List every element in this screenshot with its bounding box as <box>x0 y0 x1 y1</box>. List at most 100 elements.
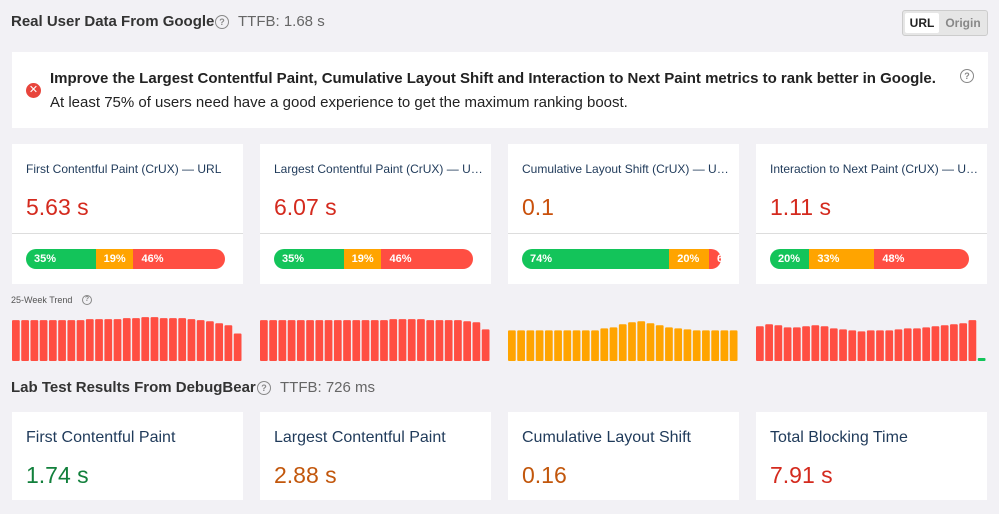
trend-bar <box>407 319 416 361</box>
trend-bar <box>811 325 820 361</box>
metric-value: 6.07 s <box>274 194 337 220</box>
toggle-option[interactable]: URL <box>905 13 939 33</box>
metric-value: 1.11 s <box>770 194 831 220</box>
trend-bar <box>85 319 94 361</box>
help-icon[interactable]: ? <box>960 69 974 83</box>
trend-bar <box>30 320 39 361</box>
help-icon[interactable]: ? <box>215 15 229 29</box>
trend-bar <box>665 327 673 361</box>
lab-value: 2.88 s <box>274 462 337 488</box>
trend-bar <box>398 319 407 361</box>
trend-bar <box>637 321 646 361</box>
trend-bar <box>894 329 903 361</box>
trend-bar <box>287 320 296 361</box>
trend-bar <box>444 320 453 361</box>
trend-bar <box>481 329 490 361</box>
trend-bar <box>774 325 783 361</box>
trend-bar <box>628 322 636 361</box>
divider <box>12 233 243 234</box>
alert-body: At least 75% of users need have a good e… <box>50 94 628 111</box>
trend-bar <box>12 320 20 361</box>
distribution-bar: 74% 20% 6% <box>522 249 721 269</box>
trend-bar <box>296 320 305 361</box>
trend-bar <box>76 320 85 361</box>
trend-chart <box>756 320 986 361</box>
trend-bar <box>535 330 544 361</box>
segment-label: 19% <box>103 253 126 265</box>
ttfb: TTFB: 726 ms <box>280 379 376 396</box>
alert-bold: Improve the Largest Contentful Paint, Cu… <box>50 70 936 87</box>
distribution-segment: 20% <box>770 249 810 269</box>
ttfb: TTFB: 1.68 s <box>238 13 325 30</box>
distribution-segment: 74% <box>522 249 670 269</box>
toggle-option[interactable]: Origin <box>945 16 981 30</box>
segment-label: 20% <box>677 253 700 265</box>
trend-bar <box>646 323 655 361</box>
lab-value: 1.74 s <box>26 462 89 488</box>
trend-bar <box>343 320 351 361</box>
lab-value: 0.16 <box>522 462 567 488</box>
distribution-bar: 35% 19% 46% <box>26 249 225 269</box>
trend-bar <box>215 323 224 361</box>
divider <box>260 233 491 234</box>
section-title: Lab Test Results From DebugBear <box>11 379 256 396</box>
trend-bar <box>711 330 720 361</box>
trend-bar <box>315 320 324 361</box>
trend-chart <box>12 317 242 361</box>
divider <box>756 233 987 234</box>
trend-bar <box>903 328 912 361</box>
trend-bar <box>361 320 370 361</box>
lab-value: 7.91 s <box>770 462 833 488</box>
trend-bar <box>370 320 379 361</box>
trend-bar <box>526 330 535 361</box>
segment-label: 46% <box>389 253 412 265</box>
section-title: Real User Data From Google <box>11 13 215 30</box>
trend-chart <box>260 319 490 361</box>
error-icon: ✕ <box>26 83 41 98</box>
lab-card: Total Blocking Time 7.91 s <box>756 412 987 500</box>
trend-bar <box>508 330 516 361</box>
trend-bar <box>609 327 618 361</box>
trend-bar <box>977 357 986 361</box>
distribution-segment: 35% <box>26 249 96 269</box>
lab-card: First Contentful Paint 1.74 s <box>12 412 243 500</box>
trend-bar <box>683 329 692 361</box>
distribution-segment: 19% <box>95 249 134 269</box>
trend-bar <box>39 320 48 361</box>
distribution-segment: 6% <box>709 249 721 269</box>
trend-bar <box>159 318 168 361</box>
trend-bar <box>792 327 801 361</box>
distribution-segment: 33% <box>809 249 875 269</box>
segment-label: 35% <box>34 253 57 265</box>
alert-text: Improve the Largest Contentful Paint, Cu… <box>50 67 950 115</box>
trend-bar <box>885 330 894 361</box>
distribution-segment: 46% <box>133 249 225 269</box>
trend-bar <box>857 331 866 361</box>
lab-title: Largest Contentful Paint <box>274 429 446 446</box>
metric-card: Interaction to Next Paint (CrUX) — U… 1.1… <box>756 144 987 284</box>
distribution-bar: 20% 33% 48% <box>770 249 969 269</box>
lab-title: Total Blocking Time <box>770 429 908 446</box>
trend-bar <box>324 320 333 361</box>
trend-label: 25-Week Trend <box>11 295 73 305</box>
trend-bar <box>260 320 268 361</box>
lab-title: Cumulative Layout Shift <box>522 429 691 446</box>
trend-bar <box>674 328 683 361</box>
help-icon[interactable]: ? <box>257 381 271 395</box>
trend-bar <box>554 330 562 361</box>
trend-bar <box>178 318 187 361</box>
trend-bar <box>196 320 205 361</box>
distribution-bar: 35% 19% 46% <box>274 249 473 269</box>
trend-bar <box>104 319 113 361</box>
trend-bar <box>729 330 738 361</box>
trend-bar <box>692 330 701 361</box>
trend-bar <box>655 325 664 361</box>
help-icon[interactable]: ? <box>82 295 92 305</box>
trend-bar <box>233 333 242 361</box>
trend-bar <box>224 325 233 361</box>
divider <box>508 233 739 234</box>
trend-bar <box>435 320 444 361</box>
trend-bar <box>591 330 599 361</box>
trend-bar <box>876 330 884 361</box>
segment-label: 6% <box>717 253 721 265</box>
